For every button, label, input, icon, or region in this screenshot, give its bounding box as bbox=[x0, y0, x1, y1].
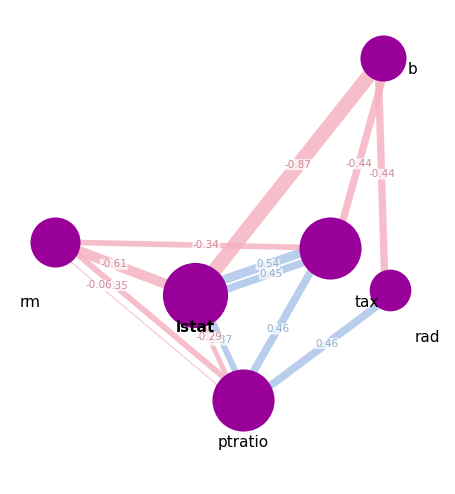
Point bbox=[191, 291, 198, 299]
Text: -0.06: -0.06 bbox=[85, 280, 112, 290]
Point bbox=[326, 244, 333, 252]
Text: -0.35: -0.35 bbox=[101, 281, 128, 290]
Text: -0.87: -0.87 bbox=[284, 160, 311, 169]
Text: 0.45: 0.45 bbox=[259, 269, 282, 279]
Point bbox=[379, 54, 386, 62]
Point bbox=[51, 238, 59, 246]
Text: -0.29: -0.29 bbox=[195, 332, 222, 342]
Text: 0.46: 0.46 bbox=[314, 338, 338, 348]
Text: 0.54: 0.54 bbox=[255, 259, 278, 269]
Text: b: b bbox=[407, 63, 417, 78]
Text: tax: tax bbox=[354, 295, 379, 310]
Text: ptratio: ptratio bbox=[217, 435, 268, 450]
Text: -0.44: -0.44 bbox=[344, 159, 371, 169]
Text: rad: rad bbox=[414, 330, 440, 345]
Point bbox=[239, 396, 246, 404]
Text: 0.37: 0.37 bbox=[209, 335, 232, 345]
Text: 0.46: 0.46 bbox=[266, 324, 289, 334]
Point bbox=[385, 286, 393, 294]
Text: lstat: lstat bbox=[175, 320, 214, 335]
Text: -0.34: -0.34 bbox=[192, 240, 219, 250]
Text: -0.44: -0.44 bbox=[367, 169, 394, 179]
Text: -0.61: -0.61 bbox=[100, 259, 127, 269]
Text: rm: rm bbox=[20, 295, 40, 310]
